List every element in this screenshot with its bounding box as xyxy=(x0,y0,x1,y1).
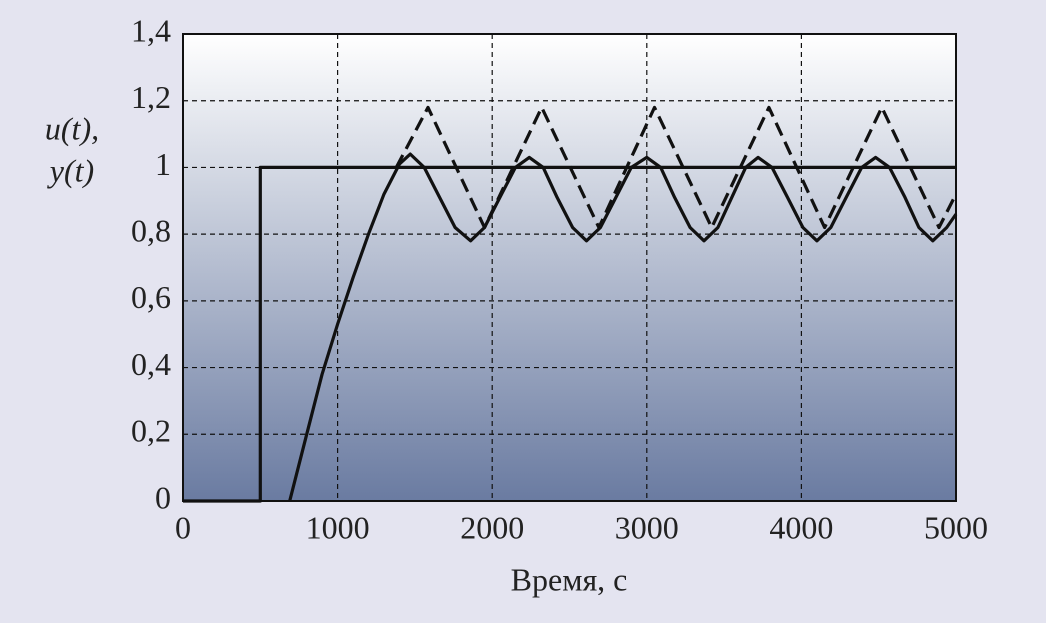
plot-area xyxy=(183,34,956,501)
y-tick-label: 1 xyxy=(155,146,171,182)
x-tick-label: 3000 xyxy=(615,509,679,545)
y-tick-label: 0 xyxy=(155,479,171,515)
y-axis-label: y(t) xyxy=(47,152,94,188)
y-tick-label: 0,2 xyxy=(131,413,171,449)
series-line xyxy=(394,105,958,230)
series-line xyxy=(183,165,956,503)
x-axis-label: Время, с xyxy=(511,561,628,597)
y-tick-label: 1,2 xyxy=(131,79,171,115)
y-tick-label: 0,6 xyxy=(131,279,171,315)
x-tick-label: 2000 xyxy=(460,509,524,545)
x-tick-label: 4000 xyxy=(769,509,833,545)
x-tick-label: 5000 xyxy=(924,509,988,545)
x-tick-label: 1000 xyxy=(306,509,370,545)
y-tick-label: 0,8 xyxy=(131,212,171,248)
y-tick-label: 0,4 xyxy=(131,346,171,382)
y-axis-label: u(t), xyxy=(45,110,99,146)
y-tick-label: 1,4 xyxy=(131,12,171,48)
x-tick-label: 0 xyxy=(175,509,191,545)
plot-frame xyxy=(182,33,957,502)
series-line xyxy=(288,152,958,502)
